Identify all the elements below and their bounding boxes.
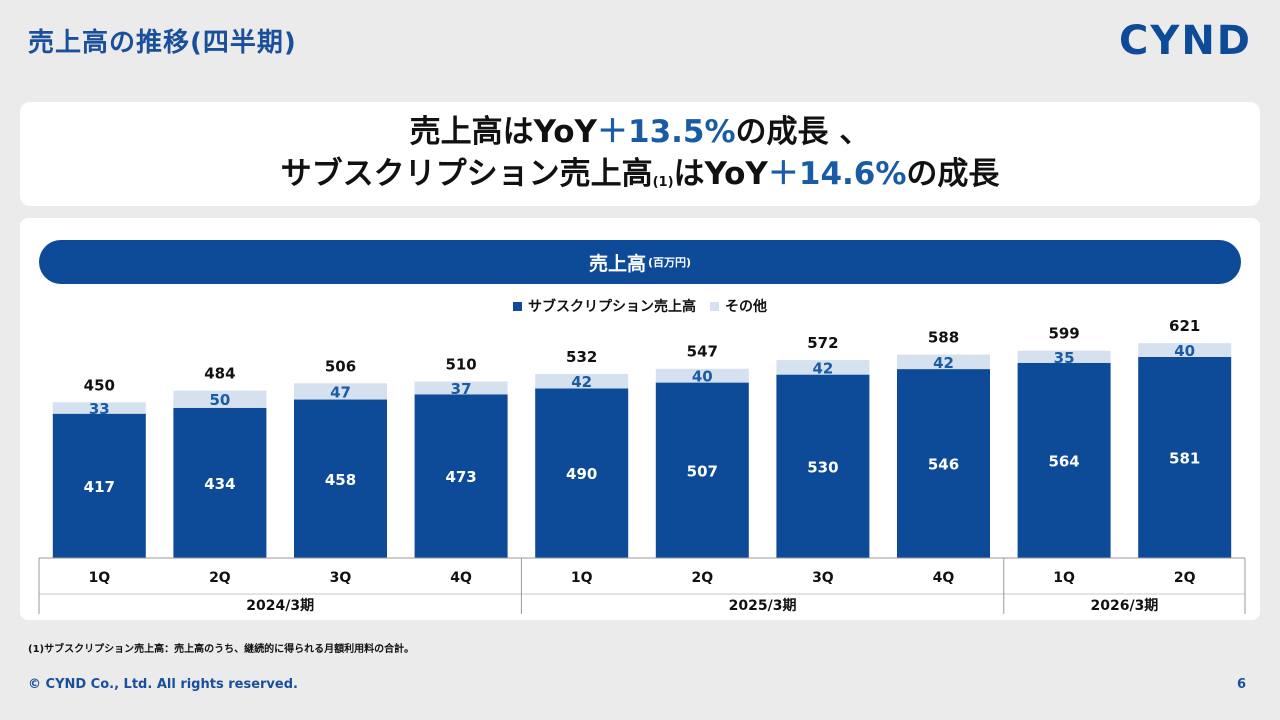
chart-panel: 売上高 (百万円) サブスクリプション売上高 その他 417 33 450 1Q 434 5…	[20, 218, 1260, 620]
bar-subscription-7	[897, 369, 990, 558]
x-group-label-0: 2024/3期	[246, 598, 314, 614]
bar-other-5	[655, 368, 749, 383]
x-group-label-1: 2025/3期	[729, 598, 797, 614]
footnote-mark: (1)	[652, 175, 674, 190]
chart-title: 売上高	[588, 252, 646, 275]
bar-subscription-6	[776, 374, 870, 558]
bar-subscription-5	[655, 382, 749, 558]
x-tick-6: 3Q	[812, 570, 834, 586]
label-total-4: 532	[566, 348, 597, 366]
label-total-0: 450	[84, 376, 115, 394]
label-other-4: 42	[571, 373, 592, 391]
label-other-0: 33	[89, 400, 110, 418]
page-title: 売上高の推移(四半期)	[28, 28, 297, 58]
bar-other-9	[1138, 343, 1232, 357]
chart-title-banner: 売上高 (百万円)	[39, 240, 1241, 284]
bar-other-8	[1017, 350, 1111, 363]
headline-1-value: ＋13.5%	[597, 114, 736, 151]
chart-legend: サブスクリプション売上高 その他	[20, 296, 1260, 316]
label-total-2: 506	[325, 357, 356, 375]
label-subscription-2: 458	[325, 471, 356, 489]
bar-subscription-0	[52, 413, 146, 558]
bar-subscription-1	[173, 407, 267, 558]
legend-item-other: その他	[710, 296, 767, 316]
bar-subscription-3	[414, 394, 508, 558]
headline-line-1: 売上高はYoY＋13.5%の成長 、	[410, 112, 871, 154]
label-total-1: 484	[204, 365, 235, 383]
chart-unit: (百万円)	[647, 256, 692, 269]
label-subscription-5: 507	[687, 462, 718, 480]
headline-2-suffix: の成長	[906, 156, 1000, 192]
bar-other-1	[173, 390, 267, 408]
label-subscription-8: 564	[1048, 452, 1079, 470]
label-other-1: 50	[209, 391, 230, 409]
bar-other-4	[535, 373, 629, 389]
label-subscription-1: 434	[204, 475, 235, 493]
bar-other-0	[52, 402, 146, 414]
label-other-3: 37	[451, 380, 472, 398]
x-tick-0: 1Q	[88, 570, 110, 586]
headline-2-mid: はYoY	[673, 156, 768, 192]
legend-item-subscription: サブスクリプション売上高	[513, 296, 696, 316]
label-subscription-6: 530	[807, 458, 838, 476]
copyright: © CYND Co., Ltd. All rights reserved.	[28, 677, 298, 692]
x-tick-7: 4Q	[933, 570, 955, 586]
headline-box: 売上高はYoY＋13.5%の成長 、 サブスクリプション売上高(1)はYoY＋1…	[20, 102, 1260, 206]
label-other-2: 47	[330, 383, 351, 401]
label-other-8: 35	[1054, 349, 1075, 367]
x-tick-8: 1Q	[1053, 570, 1075, 586]
bar-subscription-2	[294, 399, 387, 558]
headline-2-prefix: サブスクリプション売上高	[280, 156, 653, 192]
legend-swatch-subscription	[513, 301, 522, 311]
bar-subscription-8	[1017, 362, 1111, 558]
label-other-6: 42	[812, 359, 833, 377]
x-tick-9: 2Q	[1174, 570, 1196, 586]
headline-1-suffix: の成長 、	[735, 114, 871, 151]
bar-subscription-9	[1138, 356, 1232, 558]
label-total-9: 621	[1169, 317, 1200, 335]
label-total-8: 599	[1048, 325, 1079, 343]
label-total-7: 588	[928, 329, 959, 347]
label-total-6: 572	[807, 334, 838, 352]
x-tick-1: 2Q	[209, 570, 231, 586]
legend-swatch-other	[710, 301, 719, 311]
x-tick-5: 2Q	[691, 570, 713, 586]
label-other-9: 40	[1174, 342, 1195, 360]
bar-other-2	[294, 383, 387, 400]
x-tick-3: 4Q	[450, 570, 472, 586]
page-number: 6	[1236, 677, 1246, 692]
label-subscription-9: 581	[1169, 449, 1200, 467]
label-subscription-7: 546	[928, 456, 959, 474]
footnote: (1)サブスクリプション売上高：売上高のうち、継続的に得られる月額利用料の合計。	[28, 644, 415, 655]
bar-subscription-4	[535, 388, 629, 558]
headline-2-value: ＋14.6%	[767, 156, 907, 192]
label-other-5: 40	[692, 368, 713, 386]
x-tick-2: 3Q	[330, 570, 352, 586]
label-subscription-0: 417	[84, 478, 115, 496]
label-subscription-3: 473	[445, 468, 476, 486]
label-other-7: 42	[933, 354, 954, 372]
bar-other-3	[414, 381, 508, 395]
bar-other-6	[776, 360, 870, 375]
bar-other-7	[897, 354, 990, 370]
legend-label-other: その他	[725, 299, 767, 315]
label-subscription-4: 490	[566, 465, 597, 483]
x-group-label-2: 2026/3期	[1090, 598, 1158, 614]
cynd-logo: CYND	[1119, 18, 1252, 64]
stacked-bar-chart: 417 33 450 1Q 434 50 484 2Q 458 47 506 3Q 473 37 510 4Q…	[38, 317, 1246, 614]
legend-label-subscription: サブスクリプション売上高	[528, 299, 696, 315]
label-total-3: 510	[445, 356, 476, 374]
headline-line-2: サブスクリプション売上高(1)はYoY＋14.6%の成長	[281, 154, 1000, 196]
headline-1-prefix: 売上高はYoY	[409, 114, 597, 151]
x-tick-4: 1Q	[571, 570, 593, 586]
label-total-5: 547	[687, 343, 718, 361]
